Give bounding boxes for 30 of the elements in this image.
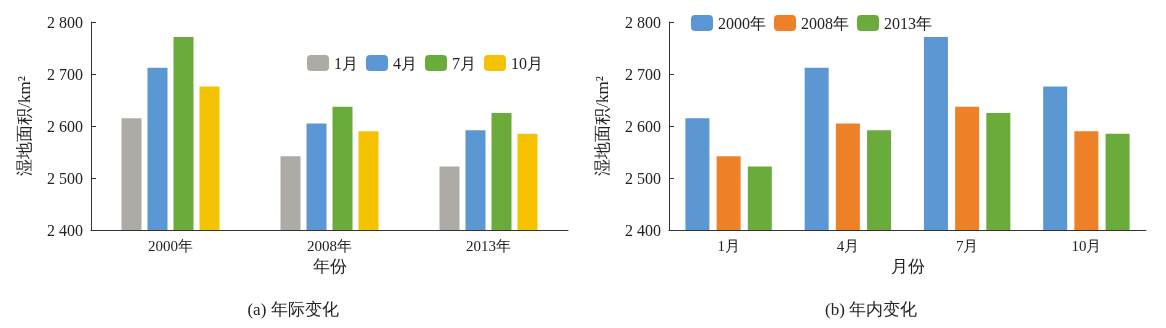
legend-label: 2000年 (718, 14, 766, 32)
y-tick-label: 2 600 (47, 117, 83, 135)
x-tick-label: 2008年 (307, 237, 352, 254)
legend-label: 7月 (452, 54, 476, 72)
x-tick-label: 2000年 (148, 237, 193, 254)
y-tick-label: 2 500 (47, 169, 83, 187)
y-tick-label: 2 700 (47, 65, 83, 83)
y-tick-label: 2 500 (625, 169, 661, 187)
y-tick-label: 2 800 (47, 13, 83, 31)
y-axis-title: 湿地面积/km² (593, 76, 612, 176)
x-tick-label: 4月 (836, 237, 860, 254)
legend-label: 2008年 (801, 14, 849, 32)
x-axis-title: 年份 (312, 257, 347, 276)
y-axis-title: 湿地面积/km² (15, 76, 34, 176)
x-tick-label: 10月 (1071, 237, 1102, 254)
legend-label: 2013年 (884, 14, 932, 32)
legend-label: 4月 (393, 54, 417, 72)
x-tick-label: 7月 (955, 237, 979, 254)
x-tick-label: 2013年 (466, 237, 511, 254)
legend-label: 10月 (511, 54, 543, 72)
x-axis-title: 月份 (890, 257, 925, 276)
y-tick-label: 2 700 (625, 65, 661, 83)
y-tick-label: 2 400 (625, 221, 661, 239)
legend-label: 1月 (334, 54, 358, 72)
y-tick-label: 2 800 (625, 13, 661, 31)
y-tick-label: 2 400 (47, 221, 83, 239)
text: (a) 年际变化 (247, 300, 339, 319)
text: (b) 年内变化 (824, 300, 918, 319)
y-tick-label: 2 600 (625, 117, 661, 135)
x-tick-label: 1月 (717, 237, 740, 254)
